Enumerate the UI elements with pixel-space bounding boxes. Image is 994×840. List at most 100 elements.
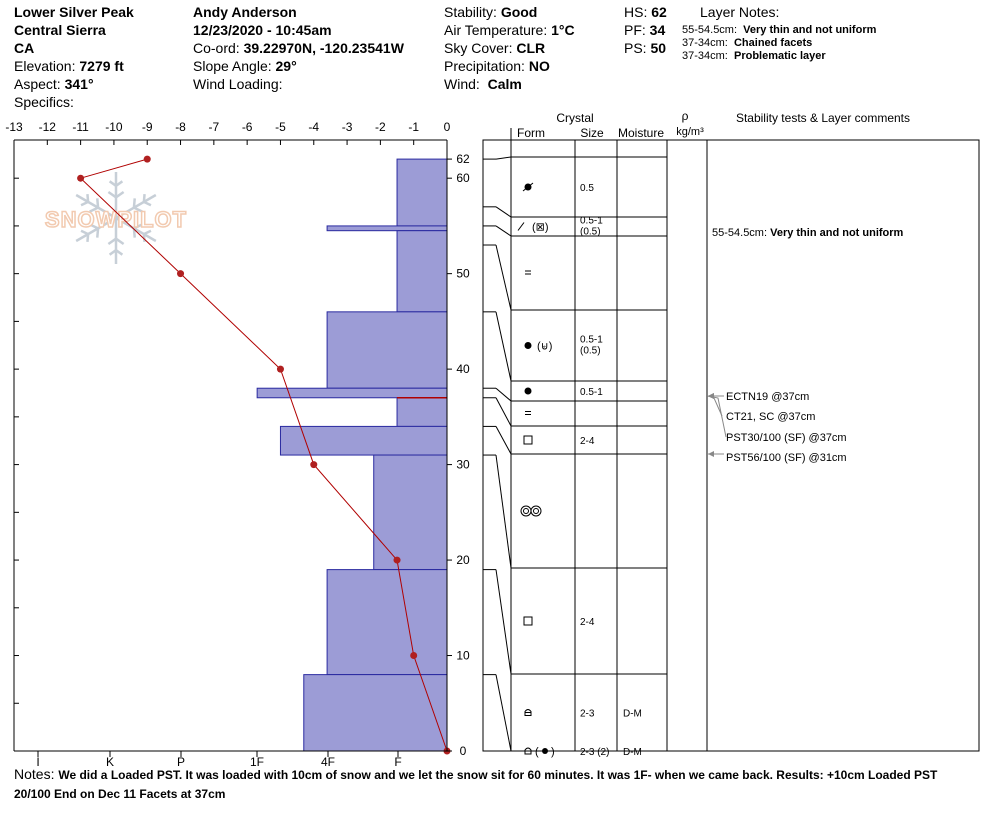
- snowflake-icon: [75, 172, 157, 264]
- temperature-point: [143, 155, 151, 163]
- temperature-profile: [77, 155, 451, 755]
- layer-comment: 55-54.5cm: Very thin and not uniform: [712, 227, 904, 239]
- melt-form-icon: [530, 505, 542, 517]
- hardness-bar: [256, 387, 448, 399]
- row-connector: [495, 311, 512, 382]
- temp-tick-label: -11: [72, 120, 89, 134]
- column-headers: Crystal Form Size Moisture ρ kg/m³ Stabi…: [517, 109, 910, 140]
- region: Central Sierra: [14, 22, 106, 38]
- snowflake-branch: [89, 223, 99, 230]
- hs: HS: 62: [624, 4, 667, 20]
- snowpilot-watermark: SNOWPILOT: [44, 172, 187, 264]
- height-tick-label: 10: [456, 649, 470, 663]
- layer-note: 37-34cm: Problematic layer: [682, 50, 826, 62]
- row-connector: [495, 156, 512, 160]
- hardness-tick-label: P: [177, 755, 185, 769]
- faceted-crystal-icon: [523, 435, 533, 445]
- stability-test-label: CT21, SC @37cm: [726, 411, 815, 423]
- snowflake-branch: [115, 249, 124, 256]
- temperature-point: [410, 652, 418, 660]
- arrow-icon: [708, 393, 714, 399]
- snowflake-branch: [142, 233, 146, 242]
- temperature-point: [393, 556, 401, 564]
- notes-label: Notes:: [14, 766, 55, 782]
- size-secondary: (0.5): [580, 346, 601, 357]
- temp-tick-label: -7: [209, 120, 220, 134]
- location-title: Lower Silver Peak: [14, 4, 134, 20]
- temperature-point: [177, 270, 185, 278]
- bracket-icon: (: [535, 746, 539, 758]
- height-tick-label: 0: [460, 744, 467, 758]
- rho-header: ρ: [682, 109, 689, 123]
- snowflake-branch: [132, 198, 136, 208]
- row-connector: [495, 387, 512, 402]
- snowflake-branch: [108, 249, 117, 256]
- hardness-tick-label: K: [106, 755, 114, 769]
- ps: PS: 50: [624, 40, 667, 56]
- specifics: Specifics:: [14, 94, 74, 110]
- snowflake-arm: [75, 193, 117, 220]
- height-tick-label: 20: [456, 553, 470, 567]
- rounded-bracket-icon: (⊌): [537, 341, 552, 353]
- coordinates: Co-ord: 39.22970N, -120.23541W: [193, 40, 404, 56]
- size-secondary: (0.5): [580, 227, 601, 238]
- temperature-line: [79, 158, 448, 752]
- wind: Wind: Calm: [444, 76, 522, 92]
- size-value: 0.5-1: [580, 387, 603, 398]
- temp-tick-label: -10: [105, 120, 123, 134]
- temp-tick-label: -5: [275, 120, 286, 134]
- faceted-bracket-icon: (⊠): [532, 222, 549, 234]
- hardness-bar: [326, 225, 448, 232]
- temp-tick-label: -4: [308, 120, 319, 134]
- notes-text: We did a Loaded PST. It was loaded with …: [14, 768, 938, 801]
- melt-form-icon: [533, 508, 539, 514]
- stability-test-label: PST56/100 (SF) @31cm: [726, 452, 847, 464]
- rounded-grain-icon: [524, 342, 532, 349]
- snowflake-branch: [96, 228, 100, 238]
- snowflake-branch: [107, 237, 117, 246]
- hardness-bar: [373, 454, 448, 571]
- row-connector: [495, 206, 512, 218]
- layer-table: 0.5(⊠)0.5-1(0.5)(⊌)0.5-1(0.5)0.5-12-42-4…: [482, 128, 980, 758]
- size-value: 2-4: [580, 436, 595, 447]
- row-connector: [495, 454, 512, 569]
- row-connector: [495, 674, 512, 752]
- hardness-tick-label: 4F: [321, 755, 335, 769]
- form-header: Form: [517, 126, 545, 140]
- snowflake-branch: [86, 233, 90, 242]
- temp-tick-label: -8: [175, 120, 186, 134]
- hardness-bar: [396, 397, 448, 427]
- crystal-header: Crystal: [556, 111, 593, 125]
- row-connector: [495, 397, 512, 427]
- layer-comment-range: 55-54.5cm:: [712, 227, 770, 239]
- stability-test-label: ECTN19 @37cm: [726, 391, 809, 403]
- snowflake-branch: [143, 229, 152, 236]
- snowflake-branch: [133, 206, 143, 213]
- bracket-icon: ): [551, 746, 555, 758]
- size-value: 0.5-1: [580, 216, 603, 227]
- density-unit-header: kg/m³: [676, 126, 704, 138]
- temperature-point: [276, 365, 284, 373]
- depth-hoar-icon: [524, 709, 532, 716]
- slope-angle: Slope Angle: 29°: [193, 58, 297, 74]
- temp-tick-label: -9: [142, 120, 153, 134]
- notes: Notes: We did a Loaded PST. It was loade…: [14, 765, 974, 803]
- row-connector: [495, 244, 512, 311]
- pf: PF: 34: [624, 22, 666, 38]
- moisture-header: Moisture: [618, 126, 664, 140]
- row-connector: [495, 225, 512, 237]
- size-value: 2-3 (2): [580, 747, 609, 758]
- temp-tick-label: -1: [408, 120, 419, 134]
- temp-tick-label: -13: [5, 120, 23, 134]
- size-value: 2-4: [580, 617, 595, 628]
- state: CA: [14, 40, 35, 56]
- sky-cover: Sky Cover: CLR: [444, 40, 546, 56]
- snowflake-branch: [96, 198, 100, 208]
- melt-form-icon: [523, 508, 529, 514]
- temp-tick-label: 0: [444, 120, 451, 134]
- aspect: Aspect: 341°: [14, 76, 94, 92]
- size-header: Size: [580, 126, 604, 140]
- layer-note: 37-34cm: Chained facets: [682, 37, 813, 49]
- stability-header: Stability tests & Layer comments: [736, 111, 910, 125]
- precip-particle-icon: [522, 182, 534, 192]
